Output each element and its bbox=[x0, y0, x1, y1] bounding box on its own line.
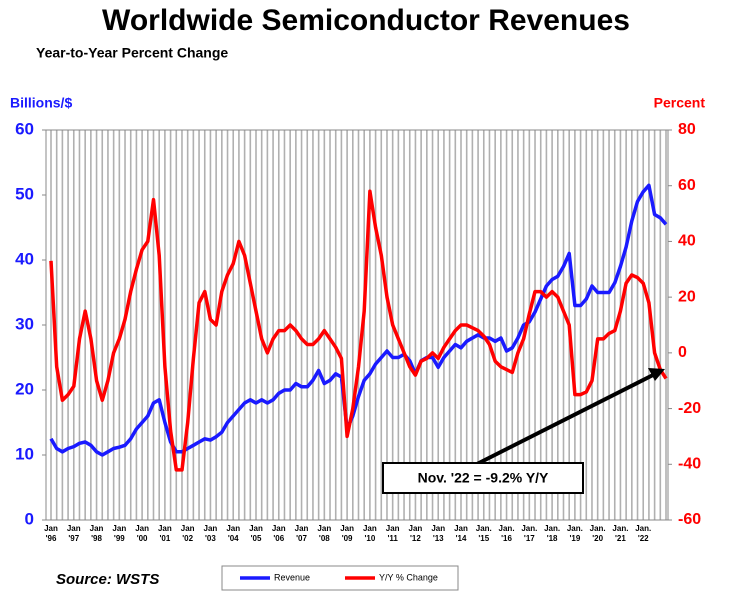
x-tick-label: Jan '01 bbox=[157, 524, 172, 543]
y-tick-label: 30 bbox=[15, 314, 34, 333]
x-tick-label: Jan '97 bbox=[66, 524, 81, 543]
annotation: Nov. '22 = -9.2% Y/Y bbox=[418, 470, 549, 486]
x-tick-label: Jan. '19 bbox=[566, 524, 583, 543]
source: Source: WSTS bbox=[56, 571, 159, 588]
y2-tick-label: -20 bbox=[678, 400, 701, 417]
y2-tick-label: 60 bbox=[678, 177, 696, 194]
y-tick-label: 10 bbox=[15, 444, 34, 463]
annotation-box bbox=[382, 462, 584, 494]
x-tick-label: Jan '10 bbox=[362, 524, 377, 543]
y-axis-title: Billions/$ bbox=[10, 95, 72, 111]
y2-tick-label: -40 bbox=[678, 456, 701, 473]
y-tick-label: 40 bbox=[15, 249, 34, 268]
y-tick-label: 60 bbox=[15, 119, 34, 138]
x-tick-label: Jan '96 bbox=[44, 524, 58, 543]
x-tick-label: Jan. '15 bbox=[475, 524, 492, 543]
y2-tick-label: -60 bbox=[678, 511, 701, 528]
x-tick-label: Jan. '17 bbox=[521, 524, 538, 543]
x-tick-label: Jan '02 bbox=[180, 524, 195, 543]
y-tick-label: 0 bbox=[25, 509, 34, 528]
x-tick-label: Jan. '18 bbox=[544, 524, 561, 543]
x-tick-label: Jan. '21 bbox=[612, 524, 629, 543]
x-tick-label: Jan. '20 bbox=[589, 524, 606, 543]
x-tick-label: Jan '11 bbox=[385, 524, 400, 543]
y2-tick-label: 20 bbox=[678, 288, 696, 305]
annotation-arrow bbox=[474, 372, 656, 467]
series-line bbox=[49, 183, 668, 457]
series-line bbox=[49, 189, 668, 472]
x-tick-label: Jan '08 bbox=[317, 524, 332, 543]
legend-label: Revenue bbox=[274, 572, 310, 582]
x-tick-label: Jan. '16 bbox=[498, 524, 515, 543]
y2-tick-label: 80 bbox=[678, 121, 696, 138]
x-tick-label: Jan '09 bbox=[340, 524, 354, 543]
x-tick-label: Jan '06 bbox=[271, 524, 286, 543]
y2-tick-label: 40 bbox=[678, 233, 696, 250]
legend-label: Y/Y % Change bbox=[379, 572, 438, 582]
x-tick-label: Jan '14 bbox=[454, 524, 468, 543]
y-tick-label: 50 bbox=[15, 184, 34, 203]
x-tick-label: Jan '99 bbox=[112, 524, 127, 543]
x-tick-label: Jan '12 bbox=[408, 524, 423, 543]
chart-title: Worldwide Semiconductor Revenues bbox=[102, 4, 630, 37]
x-tick-label: Jan '13 bbox=[431, 524, 446, 543]
arrow-head bbox=[648, 368, 665, 381]
x-tick-label: Jan. '22 bbox=[635, 524, 652, 543]
x-tick-label: Jan '04 bbox=[226, 524, 241, 543]
x-tick-label: Jan '98 bbox=[89, 524, 104, 543]
x-tick-label: Jan '00 bbox=[135, 524, 149, 543]
chart-subtitle: Year-to-Year Percent Change bbox=[36, 45, 228, 61]
x-tick-label: Jan '07 bbox=[294, 524, 309, 543]
x-tick-label: Jan '03 bbox=[203, 524, 218, 543]
y2-axis-title: Percent bbox=[654, 95, 706, 111]
x-tick-label: Jan '05 bbox=[249, 524, 263, 543]
y-tick-label: 20 bbox=[15, 379, 34, 398]
y2-tick-label: 0 bbox=[678, 344, 687, 361]
